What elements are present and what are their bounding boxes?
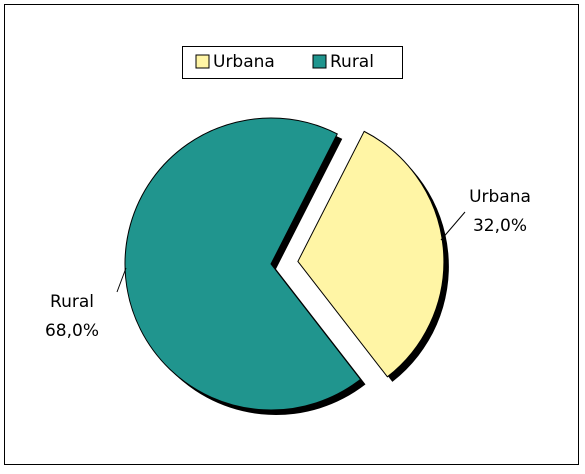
pie-slice	[124, 117, 362, 411]
data-label-name: Urbana	[469, 187, 531, 207]
data-label-value: 32,0%	[473, 216, 527, 236]
legend-label: Rural	[330, 52, 374, 72]
legend-swatch	[312, 54, 327, 69]
data-label-name: Rural	[50, 292, 94, 312]
pie-slice	[297, 130, 445, 378]
legend-box	[182, 46, 403, 79]
legend-swatch	[195, 54, 210, 69]
data-label-value: 68,0%	[45, 321, 99, 341]
leader-line	[440, 211, 466, 241]
leader-line	[116, 267, 127, 293]
legend-label: Urbana	[213, 52, 275, 72]
